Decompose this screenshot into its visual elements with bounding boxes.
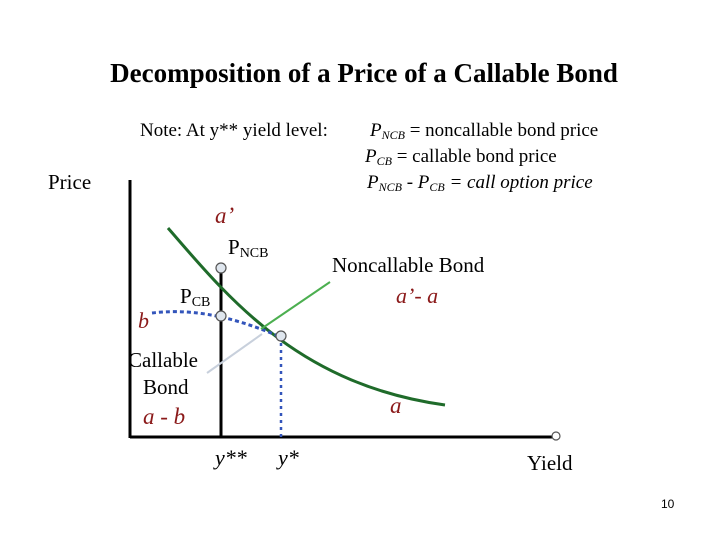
label-p: P bbox=[228, 235, 240, 259]
label-callable-diff: a - b bbox=[143, 404, 186, 429]
note-line-pncb: PNCB = noncallable bond price bbox=[370, 120, 598, 142]
label-callable: Callable bbox=[128, 348, 198, 372]
label-noncallable-diff: a’- a bbox=[396, 283, 439, 308]
note-text: = callable bond price bbox=[391, 146, 557, 167]
note-p: P bbox=[417, 172, 430, 193]
x-axis-end-point bbox=[551, 431, 561, 441]
point-y-star bbox=[275, 330, 287, 342]
callable-pointer-line bbox=[206, 333, 263, 374]
note-minus: - bbox=[401, 172, 418, 193]
label-sub: NCB bbox=[239, 246, 269, 261]
slide-number: 10 bbox=[661, 497, 675, 511]
label-y-double-star: y** bbox=[215, 445, 247, 470]
label-b: b bbox=[138, 308, 149, 333]
label-a: a bbox=[390, 393, 402, 418]
label-noncallable-bond: Noncallable Bond bbox=[332, 253, 485, 277]
point-b bbox=[215, 310, 227, 322]
label-pcb: PCB bbox=[180, 284, 211, 310]
label-sub: CB bbox=[191, 295, 211, 310]
note-p: P bbox=[370, 120, 382, 141]
note-label: Note: At y** yield level: bbox=[140, 120, 328, 141]
x-axis-label: Yield bbox=[527, 451, 573, 475]
note-line-call-option: PNCB - PCB = call option price bbox=[367, 172, 593, 194]
label-a-prime: a’ bbox=[215, 203, 235, 228]
label-bond: Bond bbox=[143, 375, 189, 399]
note-sub: CB bbox=[429, 180, 445, 194]
note-text: = noncallable bond price bbox=[404, 120, 599, 141]
label-pncb: PNCB bbox=[228, 235, 269, 261]
note-sub: NCB bbox=[378, 180, 402, 194]
note-p: P bbox=[367, 172, 379, 193]
label-p: P bbox=[180, 284, 192, 308]
point-a-prime bbox=[215, 262, 227, 274]
note-line-pcb: PCB = callable bond price bbox=[365, 146, 557, 168]
y-axis-label: Price bbox=[48, 170, 92, 194]
noncallable-pointer-line bbox=[260, 281, 331, 330]
note-text: = call option price bbox=[444, 172, 593, 193]
slide-title: Decomposition of a Price of a Callable B… bbox=[110, 58, 618, 88]
note-p: P bbox=[365, 146, 377, 167]
note-sub: CB bbox=[376, 154, 392, 168]
label-y-star: y* bbox=[278, 445, 299, 470]
note-sub: NCB bbox=[381, 128, 405, 142]
